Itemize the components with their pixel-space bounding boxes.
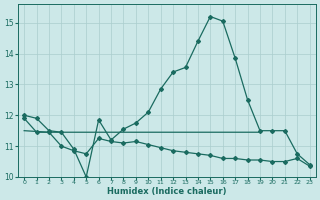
X-axis label: Humidex (Indice chaleur): Humidex (Indice chaleur) [107, 187, 227, 196]
